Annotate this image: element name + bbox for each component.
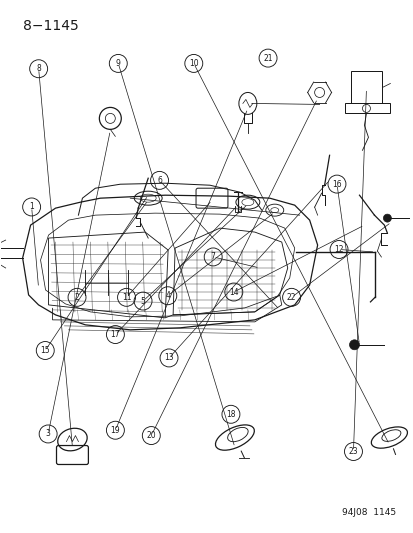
Text: 10: 10 xyxy=(188,59,198,68)
Text: 19: 19 xyxy=(110,426,120,435)
Text: 5: 5 xyxy=(140,296,145,305)
Text: 2: 2 xyxy=(74,293,79,302)
Text: 18: 18 xyxy=(225,410,235,419)
Text: 7: 7 xyxy=(210,253,215,261)
Text: 17: 17 xyxy=(110,330,120,339)
Text: 4: 4 xyxy=(165,291,170,300)
Text: 20: 20 xyxy=(146,431,156,440)
Text: 8: 8 xyxy=(36,64,41,73)
Text: 15: 15 xyxy=(40,346,50,355)
Circle shape xyxy=(382,214,390,222)
Text: 14: 14 xyxy=(228,287,238,296)
Text: 8−1145: 8−1145 xyxy=(23,19,78,33)
Text: 6: 6 xyxy=(157,176,161,185)
Text: 11: 11 xyxy=(121,293,131,302)
Text: 94J08  1145: 94J08 1145 xyxy=(342,508,396,518)
Circle shape xyxy=(349,340,358,350)
Text: 12: 12 xyxy=(333,245,343,254)
Text: 13: 13 xyxy=(164,353,173,362)
Text: 1: 1 xyxy=(29,203,34,212)
Text: 16: 16 xyxy=(331,180,341,189)
Text: 3: 3 xyxy=(45,430,50,439)
Text: 23: 23 xyxy=(348,447,357,456)
Text: 22: 22 xyxy=(286,293,296,302)
Text: 9: 9 xyxy=(116,59,121,68)
Text: 21: 21 xyxy=(263,54,272,62)
